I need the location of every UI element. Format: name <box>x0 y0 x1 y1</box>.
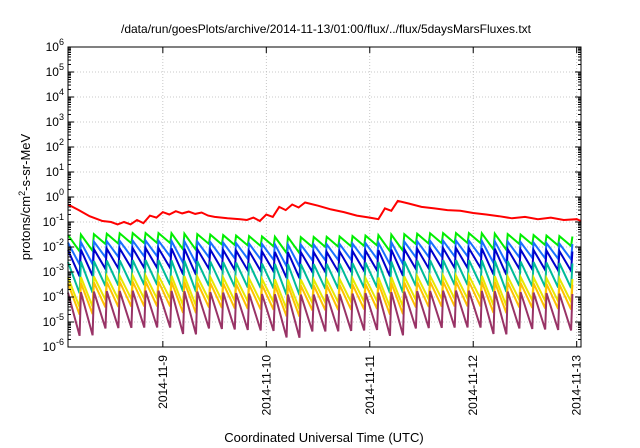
series-layer <box>67 199 582 338</box>
x-axis: 2014-11-9 2014-11-10 2014-11-11 2014-11-12 2… <box>156 47 584 416</box>
y-tick-label: 10-4 <box>43 287 64 304</box>
y-axis-label: protons/cm2-s-sr-MeV <box>17 133 33 260</box>
x-tick-label: 2014-11-11 <box>363 355 377 415</box>
y-tick-label: 104 <box>46 87 64 104</box>
y-tick-label: 10-2 <box>43 237 64 254</box>
y-tick-label: 10-1 <box>43 212 64 229</box>
x-tick-label: 2014-11-10 <box>259 355 273 416</box>
x-axis-label: Coordinated Universal Time (UTC) <box>224 430 423 445</box>
y-tick-label: 105 <box>46 62 64 79</box>
y-tick-label: 10-6 <box>43 337 64 354</box>
y-axis: 10-6 10-5 10-4 10-3 10-2 10-1 100 101 102 103 104 1… <box>43 37 581 354</box>
y-tick-label: 100 <box>46 187 64 204</box>
x-tick-label: 2014-11-13 <box>570 355 584 416</box>
x-tick-label: 2014-11-9 <box>156 355 170 409</box>
chart-title: /data/run/goesPlots/archive/2014-11-13/0… <box>121 22 532 36</box>
y-tick-label: 10-3 <box>43 262 64 279</box>
series-line-1 <box>67 199 582 226</box>
y-tick-label: 102 <box>46 137 64 154</box>
y-tick-label: 101 <box>46 162 64 179</box>
x-tick-label: 2014-11-12 <box>466 355 480 416</box>
y-tick-label: 10-5 <box>43 312 64 329</box>
y-tick-label: 103 <box>46 112 64 129</box>
y-tick-label: 106 <box>46 37 64 54</box>
series-line-8 <box>67 290 574 338</box>
